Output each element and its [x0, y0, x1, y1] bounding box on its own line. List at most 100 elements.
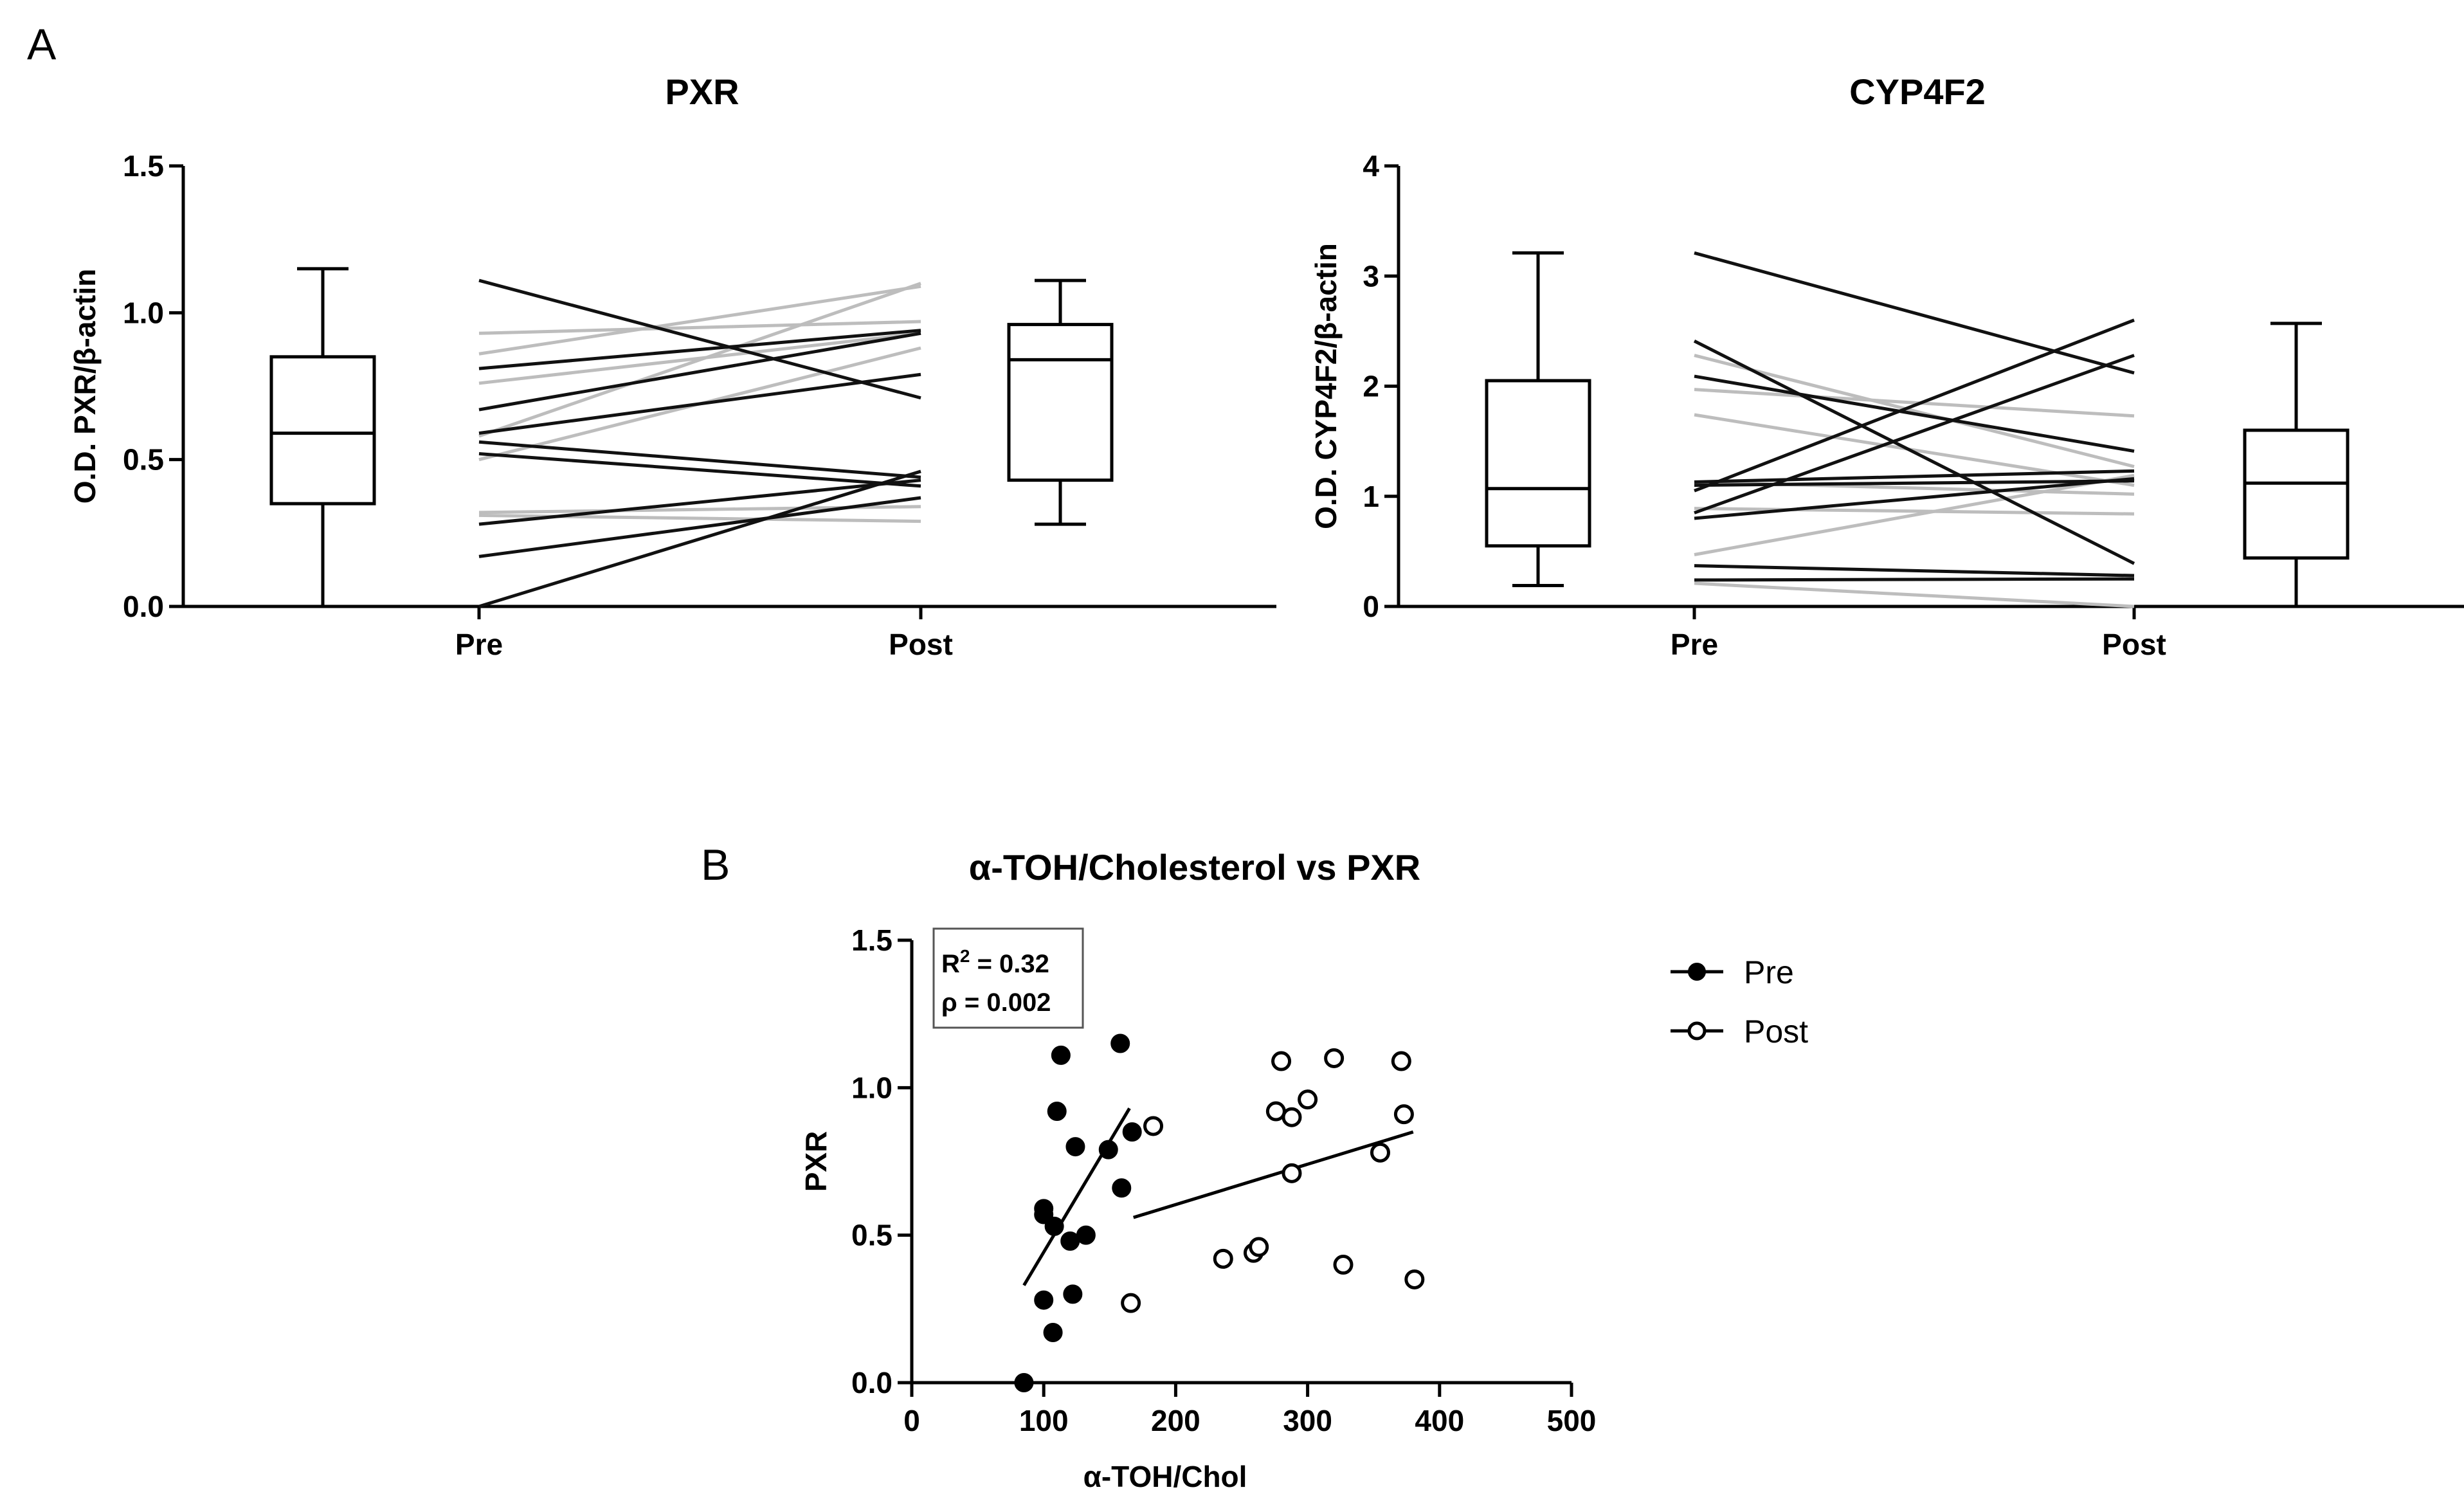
x-axis-label: α-TOH/Chol [1083, 1460, 1247, 1493]
panel-label-a: A [27, 20, 57, 69]
y-tick-label: 1 [1363, 480, 1379, 513]
y-tick-label: 0.0 [851, 1366, 892, 1399]
y-axis-label: PXR [799, 1131, 833, 1192]
data-point-post [1249, 1237, 1269, 1257]
paired-line [1694, 477, 2135, 520]
y-tick-label: 4 [1363, 149, 1379, 183]
data-point-post [1143, 1116, 1164, 1136]
y-tick-label: 0.0 [123, 590, 164, 623]
data-point-post [1282, 1107, 1302, 1127]
paired-line [1694, 354, 2135, 468]
paired-line [478, 496, 921, 558]
y-tick-label: 3 [1363, 259, 1379, 293]
box-iqr [2243, 428, 2350, 560]
x-tick-label: 200 [1151, 1404, 1200, 1437]
paired-line [478, 282, 921, 438]
paired-line [478, 478, 921, 526]
paired-line [1694, 374, 2135, 453]
paired-line [1693, 340, 2135, 565]
data-point-post [1265, 1101, 1286, 1122]
y-tick-label: 1.0 [123, 296, 164, 329]
paired-line [1694, 507, 2135, 516]
y-axis-label: O.D. CYP4F2/β-actin [1309, 243, 1343, 529]
legend-marker [1688, 963, 1706, 981]
box-iqr [269, 355, 376, 505]
paired-line [1694, 469, 2135, 484]
paired-line [478, 329, 921, 370]
data-point-pre [1098, 1140, 1118, 1160]
data-point-post [1391, 1051, 1411, 1071]
paired-line [1694, 388, 2135, 418]
paired-line [478, 440, 921, 479]
y-tick-label: 0 [1363, 590, 1379, 623]
x-tick-label: Pre [1671, 628, 1718, 661]
paired-line [1694, 577, 2135, 582]
paired-line [1694, 581, 2135, 608]
panel-label-b: B [701, 841, 730, 889]
data-point-post [1282, 1163, 1302, 1183]
data-point-post [1324, 1048, 1345, 1068]
paired-line [478, 284, 921, 356]
y-tick-label: 0.5 [851, 1219, 892, 1252]
pxr-chart: PXR 0.0 0.5 1.0 1.5 Pre Post O.D. PXR/β-actin [68, 71, 1276, 661]
chart-title: PXR [665, 71, 739, 112]
x-tick-label: 100 [1019, 1404, 1069, 1437]
p-value-label: ρ = 0.002 [941, 988, 1051, 1017]
regression-line-pre [1022, 1107, 1131, 1286]
y-tick-label: 2 [1363, 370, 1379, 403]
legend-marker [1687, 1021, 1707, 1041]
cyp4f2-chart: CYP4F2 0 1 2 3 4 Pre Post O.D. CYP4F2/β-actin [1309, 71, 2464, 661]
stats-box [932, 927, 1084, 1029]
y-tick-label: 1.5 [123, 149, 164, 183]
data-point-pre [1047, 1102, 1067, 1122]
x-tick-label: Post [2102, 628, 2166, 661]
paired-line [478, 320, 921, 335]
paired-line [1694, 479, 2135, 487]
data-point-pre [1034, 1290, 1054, 1310]
data-point-pre [1112, 1178, 1132, 1198]
paired-line [478, 372, 921, 435]
paired-line [1694, 473, 2135, 556]
x-tick-label: Post [889, 628, 953, 661]
y-tick-label: 1.5 [851, 923, 892, 957]
x-tick-label: Pre [455, 628, 503, 661]
data-point-pre [1043, 1323, 1063, 1343]
data-point-pre [1044, 1216, 1064, 1236]
data-point-pre [1051, 1045, 1071, 1065]
paired-line [478, 452, 921, 488]
paired-line [1694, 354, 2135, 514]
data-point-post [1393, 1104, 1414, 1125]
y-tick-label: 1.0 [851, 1071, 892, 1104]
legend-label: Pre [1744, 954, 1794, 990]
x-tick-label: 300 [1283, 1404, 1332, 1437]
r-squared-label: R2 = 0.32 [941, 946, 1049, 978]
legend-label: Post [1744, 1014, 1808, 1050]
data-point-post [1121, 1293, 1141, 1313]
data-point-pre [1063, 1284, 1083, 1304]
data-point-post [1333, 1255, 1354, 1275]
paired-line [1694, 318, 2135, 493]
data-point-pre [1110, 1033, 1130, 1053]
data-point-post [1370, 1142, 1390, 1163]
box-iqr [1485, 379, 1591, 548]
box-iqr [1007, 323, 1114, 482]
data-point-post [1271, 1051, 1292, 1071]
paired-line [1694, 251, 2135, 375]
x-tick-label: 400 [1415, 1404, 1464, 1437]
data-point-post [1213, 1248, 1233, 1269]
x-tick-label: 500 [1547, 1404, 1597, 1437]
y-tick-label: 0.5 [123, 443, 164, 477]
data-point-pre [1065, 1137, 1085, 1157]
paired-line [478, 278, 921, 400]
chart-title: CYP4F2 [1849, 71, 1986, 112]
data-point-pre [1014, 1373, 1034, 1392]
regression-line-post [1133, 1130, 1414, 1219]
data-point-post [1298, 1089, 1318, 1110]
chart-title: α-TOH/Cholesterol vs PXR [969, 847, 1420, 887]
data-point-pre [1076, 1225, 1096, 1245]
tocopherol-vs-pxr-scatter: α-TOH/Cholesterol vs PXR 0.0 0.5 1.0 1.5 0 100… [799, 847, 1808, 1493]
paired-line [1694, 564, 2135, 578]
paired-line [478, 469, 921, 608]
x-tick-label: 0 [903, 1404, 920, 1437]
